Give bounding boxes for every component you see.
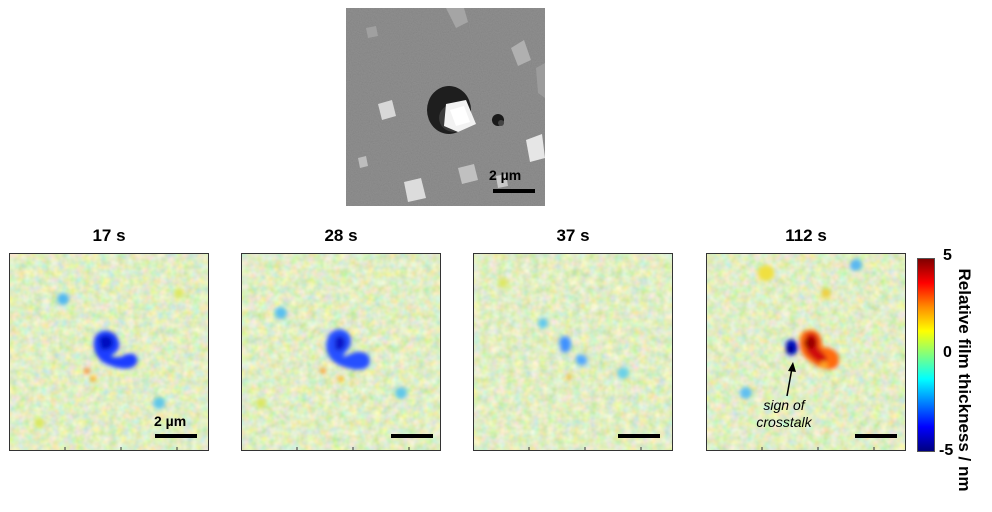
colorbar-tick-zero: 0: [943, 344, 952, 361]
crosstalk-annotation-line2: crosstalk: [756, 414, 812, 430]
colorbar-tick-min: -5: [939, 442, 954, 459]
thickness-map-28s: [241, 253, 441, 451]
crosstalk-annotation: sign of crosstalk: [736, 397, 832, 431]
panel-title-28s: 28 s: [324, 226, 358, 245]
colorbar-tick-max: 5: [943, 247, 952, 264]
panel-scale-bar-17s: [155, 434, 197, 438]
panel-scale-bar-28s: [391, 434, 433, 438]
thickness-map-37s: [473, 253, 673, 451]
thickness-map-112s: [706, 253, 906, 451]
thickness-map-17s: [9, 253, 209, 451]
sem-image: [346, 8, 545, 206]
panel-title-17s: 17 s: [92, 226, 126, 245]
sem-scale-bar: [493, 189, 535, 193]
panel-scale-label-17s: 2 µm: [154, 413, 187, 429]
colorbar: [917, 258, 935, 452]
sem-scale-label: 2 µm: [489, 167, 522, 183]
panel-title-112s: 112 s: [785, 226, 827, 245]
colorbar-label: Relative film thickness / nm: [955, 268, 974, 492]
panel-scale-bar-112s: [855, 434, 897, 438]
panel-scale-bar-37s: [618, 434, 660, 438]
crosstalk-annotation-line1: sign of: [763, 397, 805, 413]
crosstalk-arrow: [786, 362, 796, 397]
panel-title-37s: 37 s: [556, 226, 590, 245]
